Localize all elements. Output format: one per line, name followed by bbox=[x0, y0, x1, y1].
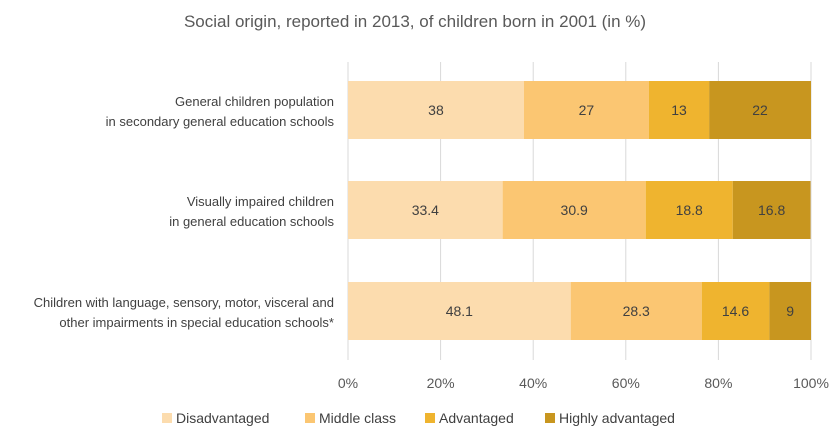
category-labels: General children population in secondary … bbox=[34, 94, 335, 330]
legend-label-2: Middle class bbox=[319, 410, 396, 426]
bar-2-series-4 bbox=[732, 181, 811, 239]
value-label-1-4: 22 bbox=[752, 102, 768, 118]
x-tick-label-4: 80% bbox=[704, 375, 732, 391]
x-tick-label-1: 20% bbox=[427, 375, 455, 391]
value-label-1-1: 38 bbox=[428, 102, 444, 118]
chart-title: Social origin, reported in 2013, of chil… bbox=[184, 12, 646, 31]
bar-2-series-2 bbox=[502, 181, 646, 239]
value-label-2-1: 33.4 bbox=[412, 202, 439, 218]
bar-1-series-3 bbox=[648, 81, 710, 139]
legend-swatch-1 bbox=[162, 413, 172, 423]
category-label-3: Children with language, sensory, motor, … bbox=[34, 295, 334, 330]
bar-3-series-3 bbox=[701, 282, 770, 340]
category-label-line: General children population bbox=[175, 94, 334, 109]
category-label-2: Visually impaired children in general edu… bbox=[169, 194, 334, 229]
value-label-3-4: 9 bbox=[786, 303, 794, 319]
bars: 38 27 13 22 33.4 30.9 18.8 16.8 48.1 28.3 14.6 9 bbox=[348, 81, 811, 340]
x-tick-label-5: 100% bbox=[793, 375, 829, 391]
category-label-line: Children with language, sensory, motor, … bbox=[34, 295, 334, 310]
value-label-2-4: 16.8 bbox=[758, 202, 785, 218]
bar-1-series-1 bbox=[348, 81, 524, 139]
bar-1-series-4 bbox=[709, 81, 811, 139]
value-label-2-3: 18.8 bbox=[676, 202, 703, 218]
value-label-3-2: 28.3 bbox=[623, 303, 650, 319]
x-tick-label-0: 0% bbox=[338, 375, 358, 391]
bar-1-series-2 bbox=[523, 81, 649, 139]
bar-3-series-4 bbox=[769, 282, 811, 340]
legend-label-3: Advantaged bbox=[439, 410, 514, 426]
value-label-1-3: 13 bbox=[671, 102, 687, 118]
bar-2-series-3 bbox=[645, 181, 733, 239]
legend-swatch-3 bbox=[425, 413, 435, 423]
value-label-2-2: 30.9 bbox=[561, 202, 588, 218]
x-tick-label-2: 40% bbox=[519, 375, 547, 391]
bar-3-series-1 bbox=[348, 282, 571, 340]
category-label-1: General children population in secondary … bbox=[106, 94, 335, 129]
bar-2-series-1 bbox=[348, 181, 503, 239]
x-axis-ticks: 0% 20% 40% 60% 80% 100% bbox=[338, 375, 829, 391]
legend-label-1: Disadvantaged bbox=[176, 410, 269, 426]
legend-label-4: Highly advantaged bbox=[559, 410, 675, 426]
category-label-line: in secondary general education schools bbox=[106, 114, 335, 129]
value-label-3-3: 14.6 bbox=[722, 303, 749, 319]
category-label-line: other impairments in special education s… bbox=[59, 315, 334, 330]
value-label-3-1: 48.1 bbox=[446, 303, 473, 319]
legend: Disadvantaged Middle class Advantaged Highl… bbox=[162, 410, 675, 426]
legend-swatch-2 bbox=[305, 413, 315, 423]
x-tick-label-3: 60% bbox=[612, 375, 640, 391]
category-label-line: in general education schools bbox=[169, 214, 334, 229]
category-label-line: Visually impaired children bbox=[187, 194, 334, 209]
bar-3-series-2 bbox=[570, 282, 702, 340]
legend-swatch-4 bbox=[545, 413, 555, 423]
value-label-1-2: 27 bbox=[579, 102, 595, 118]
